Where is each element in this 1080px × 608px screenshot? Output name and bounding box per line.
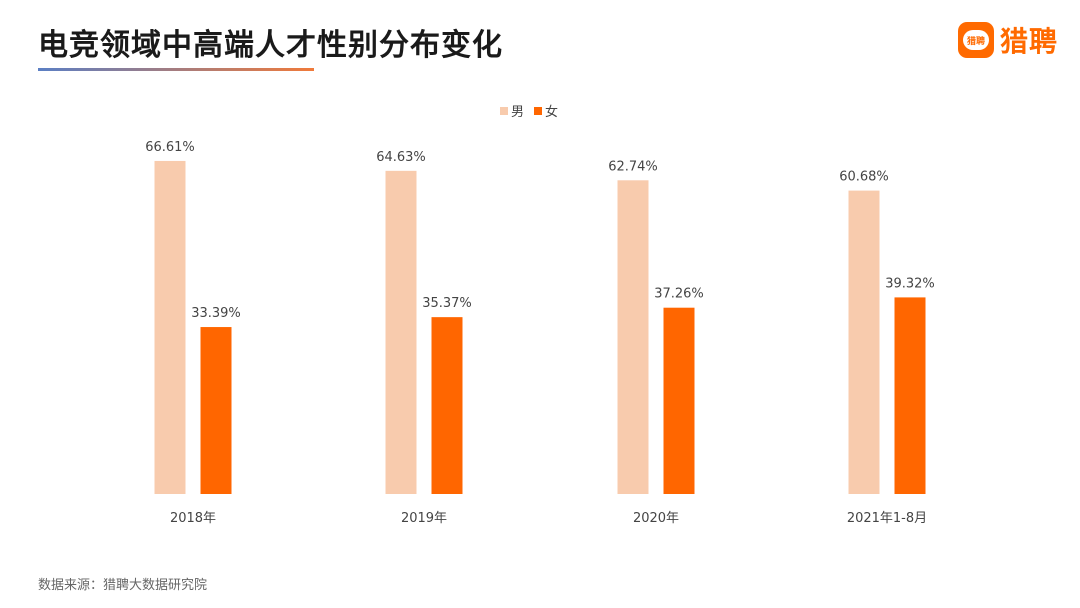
page-title: 电竞领域中高端人才性别分布变化 bbox=[38, 28, 503, 63]
brand-name: 猎聘 bbox=[999, 25, 1058, 58]
data-label-1-0: 64.63% bbox=[376, 150, 426, 165]
bar-1-0 bbox=[385, 170, 417, 494]
data-label-2-1: 37.26% bbox=[654, 287, 704, 302]
x-tick-label-3: 2021年1-8月 bbox=[847, 511, 927, 526]
title-underline bbox=[38, 68, 314, 71]
data-label-3-0: 60.68% bbox=[839, 170, 889, 185]
legend-label-1: 女 bbox=[545, 104, 558, 120]
x-tick-label-0: 2018年 bbox=[170, 511, 216, 526]
legend-swatch-0 bbox=[500, 107, 508, 115]
data-source: 数据来源：猎聘大数据研究院 bbox=[38, 578, 208, 593]
legend-label-0: 男 bbox=[511, 105, 524, 120]
bar-3-0 bbox=[848, 190, 880, 494]
bar-0-1 bbox=[200, 327, 232, 494]
data-label-0-1: 33.39% bbox=[191, 306, 241, 321]
bar-2-1 bbox=[663, 307, 695, 494]
bar-2-0 bbox=[617, 180, 649, 495]
bar-3-1 bbox=[894, 297, 926, 494]
data-label-0-0: 66.61% bbox=[145, 140, 195, 155]
brand-logo: 猎聘 猎聘 bbox=[957, 20, 1058, 60]
legend-swatch-1 bbox=[534, 107, 542, 115]
x-tick-label-1: 2019年 bbox=[401, 511, 447, 526]
bar-0-0 bbox=[154, 160, 186, 494]
brand-icon-text: 猎聘 bbox=[962, 30, 989, 50]
data-label-2-0: 62.74% bbox=[608, 159, 658, 174]
data-label-1-1: 35.37% bbox=[422, 296, 472, 311]
bar-1-1 bbox=[431, 317, 463, 494]
data-label-3-1: 39.32% bbox=[885, 276, 935, 291]
x-tick-label-2: 2020年 bbox=[633, 511, 679, 526]
liepin-logo-icon: 猎聘 bbox=[957, 22, 994, 58]
